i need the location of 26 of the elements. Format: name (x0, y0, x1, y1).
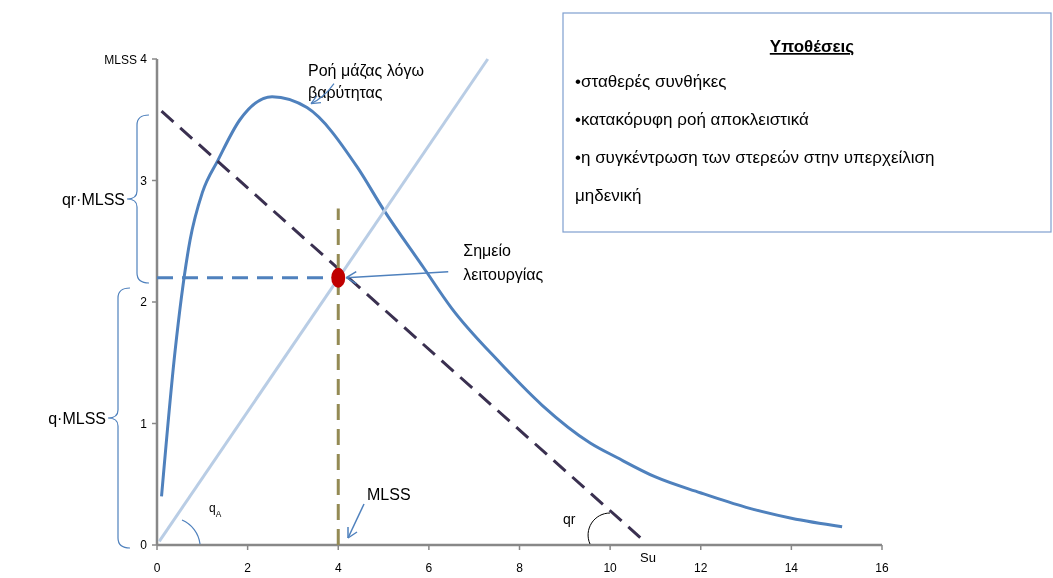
x-tick-label: 10 (603, 561, 618, 575)
text: q·MLSS (48, 410, 106, 427)
y-tick-label: 4 (140, 52, 148, 66)
y-tick-label: 2 (140, 295, 148, 309)
x-tick-label: 0 (153, 561, 161, 575)
annotation: MLSS (367, 486, 411, 503)
y-tick-label: 3 (140, 173, 148, 188)
text: Υποθέσεις (769, 37, 855, 56)
x-tick-label: 6 (425, 561, 433, 575)
x-tick-label: 4 (334, 561, 342, 575)
annotation: qr (563, 511, 576, 527)
x-tick-label: 14 (784, 561, 799, 575)
annotation: •κατακόρυφη ροή αποκλειστικά (575, 110, 809, 129)
y-axis-title: MLSS (104, 53, 137, 67)
annotation: Σημείο λειτουργίας (463, 241, 544, 283)
y-tick-label: 1 (140, 416, 148, 431)
x-tick-label: 2 (244, 561, 252, 575)
annotation: •η συγκέντρωση των στερεών στην υπερχείλιση μηδενική (575, 148, 935, 205)
y-tick-label: 0 (140, 538, 148, 552)
text: qr·MLSS (61, 191, 125, 208)
x-tick-label: 12 (694, 561, 708, 575)
annotation: •σταθερές συνθήκες (575, 72, 727, 91)
x-tick-label: 16 (875, 561, 889, 575)
annotation: q$_{A}$ (209, 501, 222, 519)
x-tick-label: 8 (516, 561, 524, 575)
text: Su (640, 550, 656, 565)
